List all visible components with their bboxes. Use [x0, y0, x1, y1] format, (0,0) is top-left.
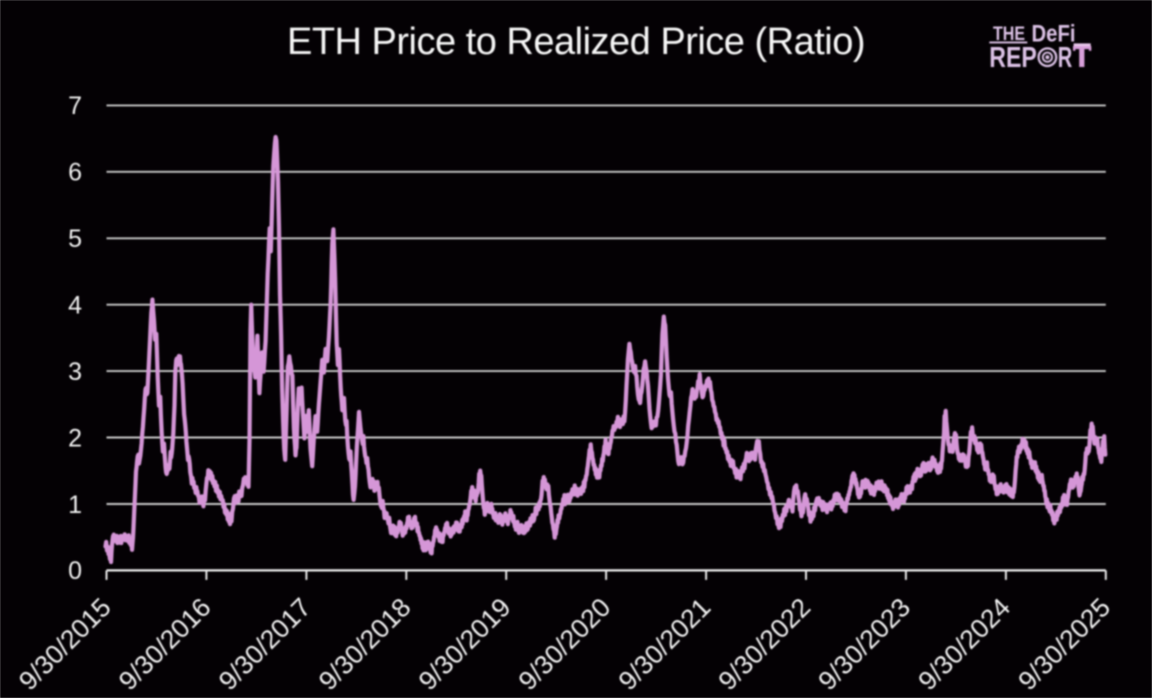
- svg-text:5: 5: [68, 225, 82, 253]
- svg-text:1: 1: [68, 491, 82, 519]
- svg-text:7: 7: [68, 92, 82, 120]
- svg-text:6: 6: [68, 159, 82, 187]
- svg-text:9/30/2018: 9/30/2018: [313, 592, 417, 696]
- svg-text:9/30/2016: 9/30/2016: [113, 592, 217, 696]
- svg-text:9/30/2023: 9/30/2023: [812, 592, 916, 696]
- svg-text:REP: REP: [989, 42, 1037, 74]
- svg-text:9/30/2017: 9/30/2017: [213, 592, 317, 696]
- svg-text:R: R: [1058, 42, 1073, 74]
- svg-text:4: 4: [68, 292, 82, 320]
- svg-text:9/30/2021: 9/30/2021: [612, 592, 716, 696]
- svg-text:9/30/2015: 9/30/2015: [13, 592, 117, 696]
- svg-text:2: 2: [68, 424, 82, 452]
- svg-text:9/30/2025: 9/30/2025: [1012, 592, 1116, 696]
- svg-text:THE: THE: [993, 24, 1025, 45]
- svg-text:0: 0: [68, 557, 82, 585]
- svg-text:9/30/2020: 9/30/2020: [512, 592, 616, 696]
- svg-text:DeFi: DeFi: [1032, 21, 1076, 48]
- svg-text:9/30/2022: 9/30/2022: [712, 592, 816, 696]
- svg-text:9/30/2019: 9/30/2019: [412, 592, 516, 696]
- svg-text:9/30/2024: 9/30/2024: [912, 592, 1016, 696]
- svg-text:3: 3: [68, 358, 82, 386]
